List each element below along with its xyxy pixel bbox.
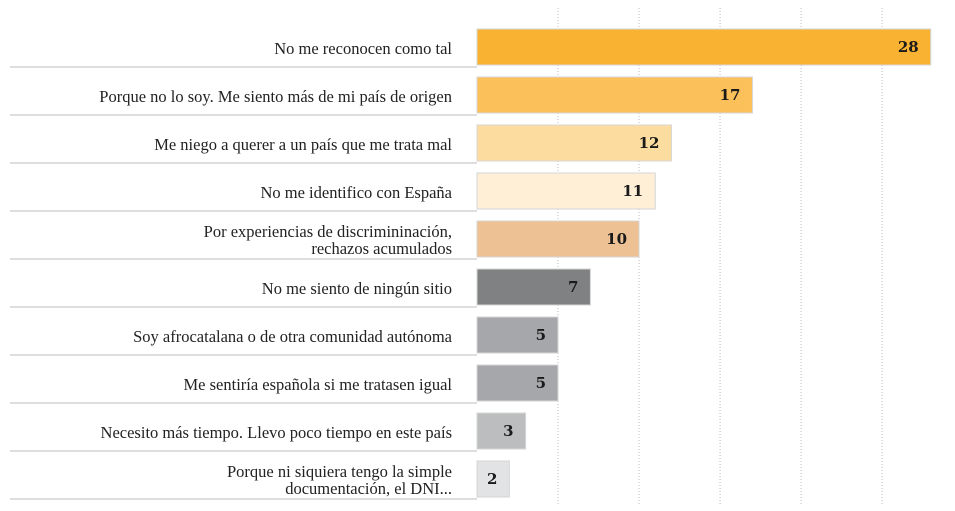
bar [476,76,753,114]
category-label: No me reconocen como tal [274,38,452,58]
value-label: 3 [503,422,513,440]
category-label: Soy afrocatalana o de otra comunidad aut… [133,326,452,346]
bar [476,316,559,354]
category-label: Necesito más tiempo. Llevo poco tiempo e… [100,422,452,442]
value-label: 28 [898,38,919,56]
value-label: 10 [606,230,627,248]
category-label: No me identifico con España [260,182,452,202]
category-label: Por experiencias de discrimininación, re… [203,222,452,258]
bar [476,460,510,498]
value-label: 12 [639,134,660,152]
value-label: 7 [568,278,578,296]
value-label: 5 [536,374,546,392]
bar [476,364,559,402]
category-label: Me sentiría española si me tratasen igua… [183,374,453,394]
bar [476,28,932,66]
bar [476,268,591,306]
bar [476,412,527,450]
category-label: Porque ni siquiera tengo la simple docum… [227,462,452,498]
bar [476,172,656,210]
value-label: 11 [622,182,643,200]
value-label: 5 [536,326,546,344]
value-label: 17 [720,86,741,104]
bar [476,124,672,162]
value-label: 2 [487,470,497,488]
category-label: Porque no lo soy. Me siento más de mi pa… [99,86,452,106]
category-label: Me niego a querer a un país que me trata… [154,134,452,154]
category-label: No me siento de ningún sitio [261,278,452,298]
bar [476,220,640,258]
